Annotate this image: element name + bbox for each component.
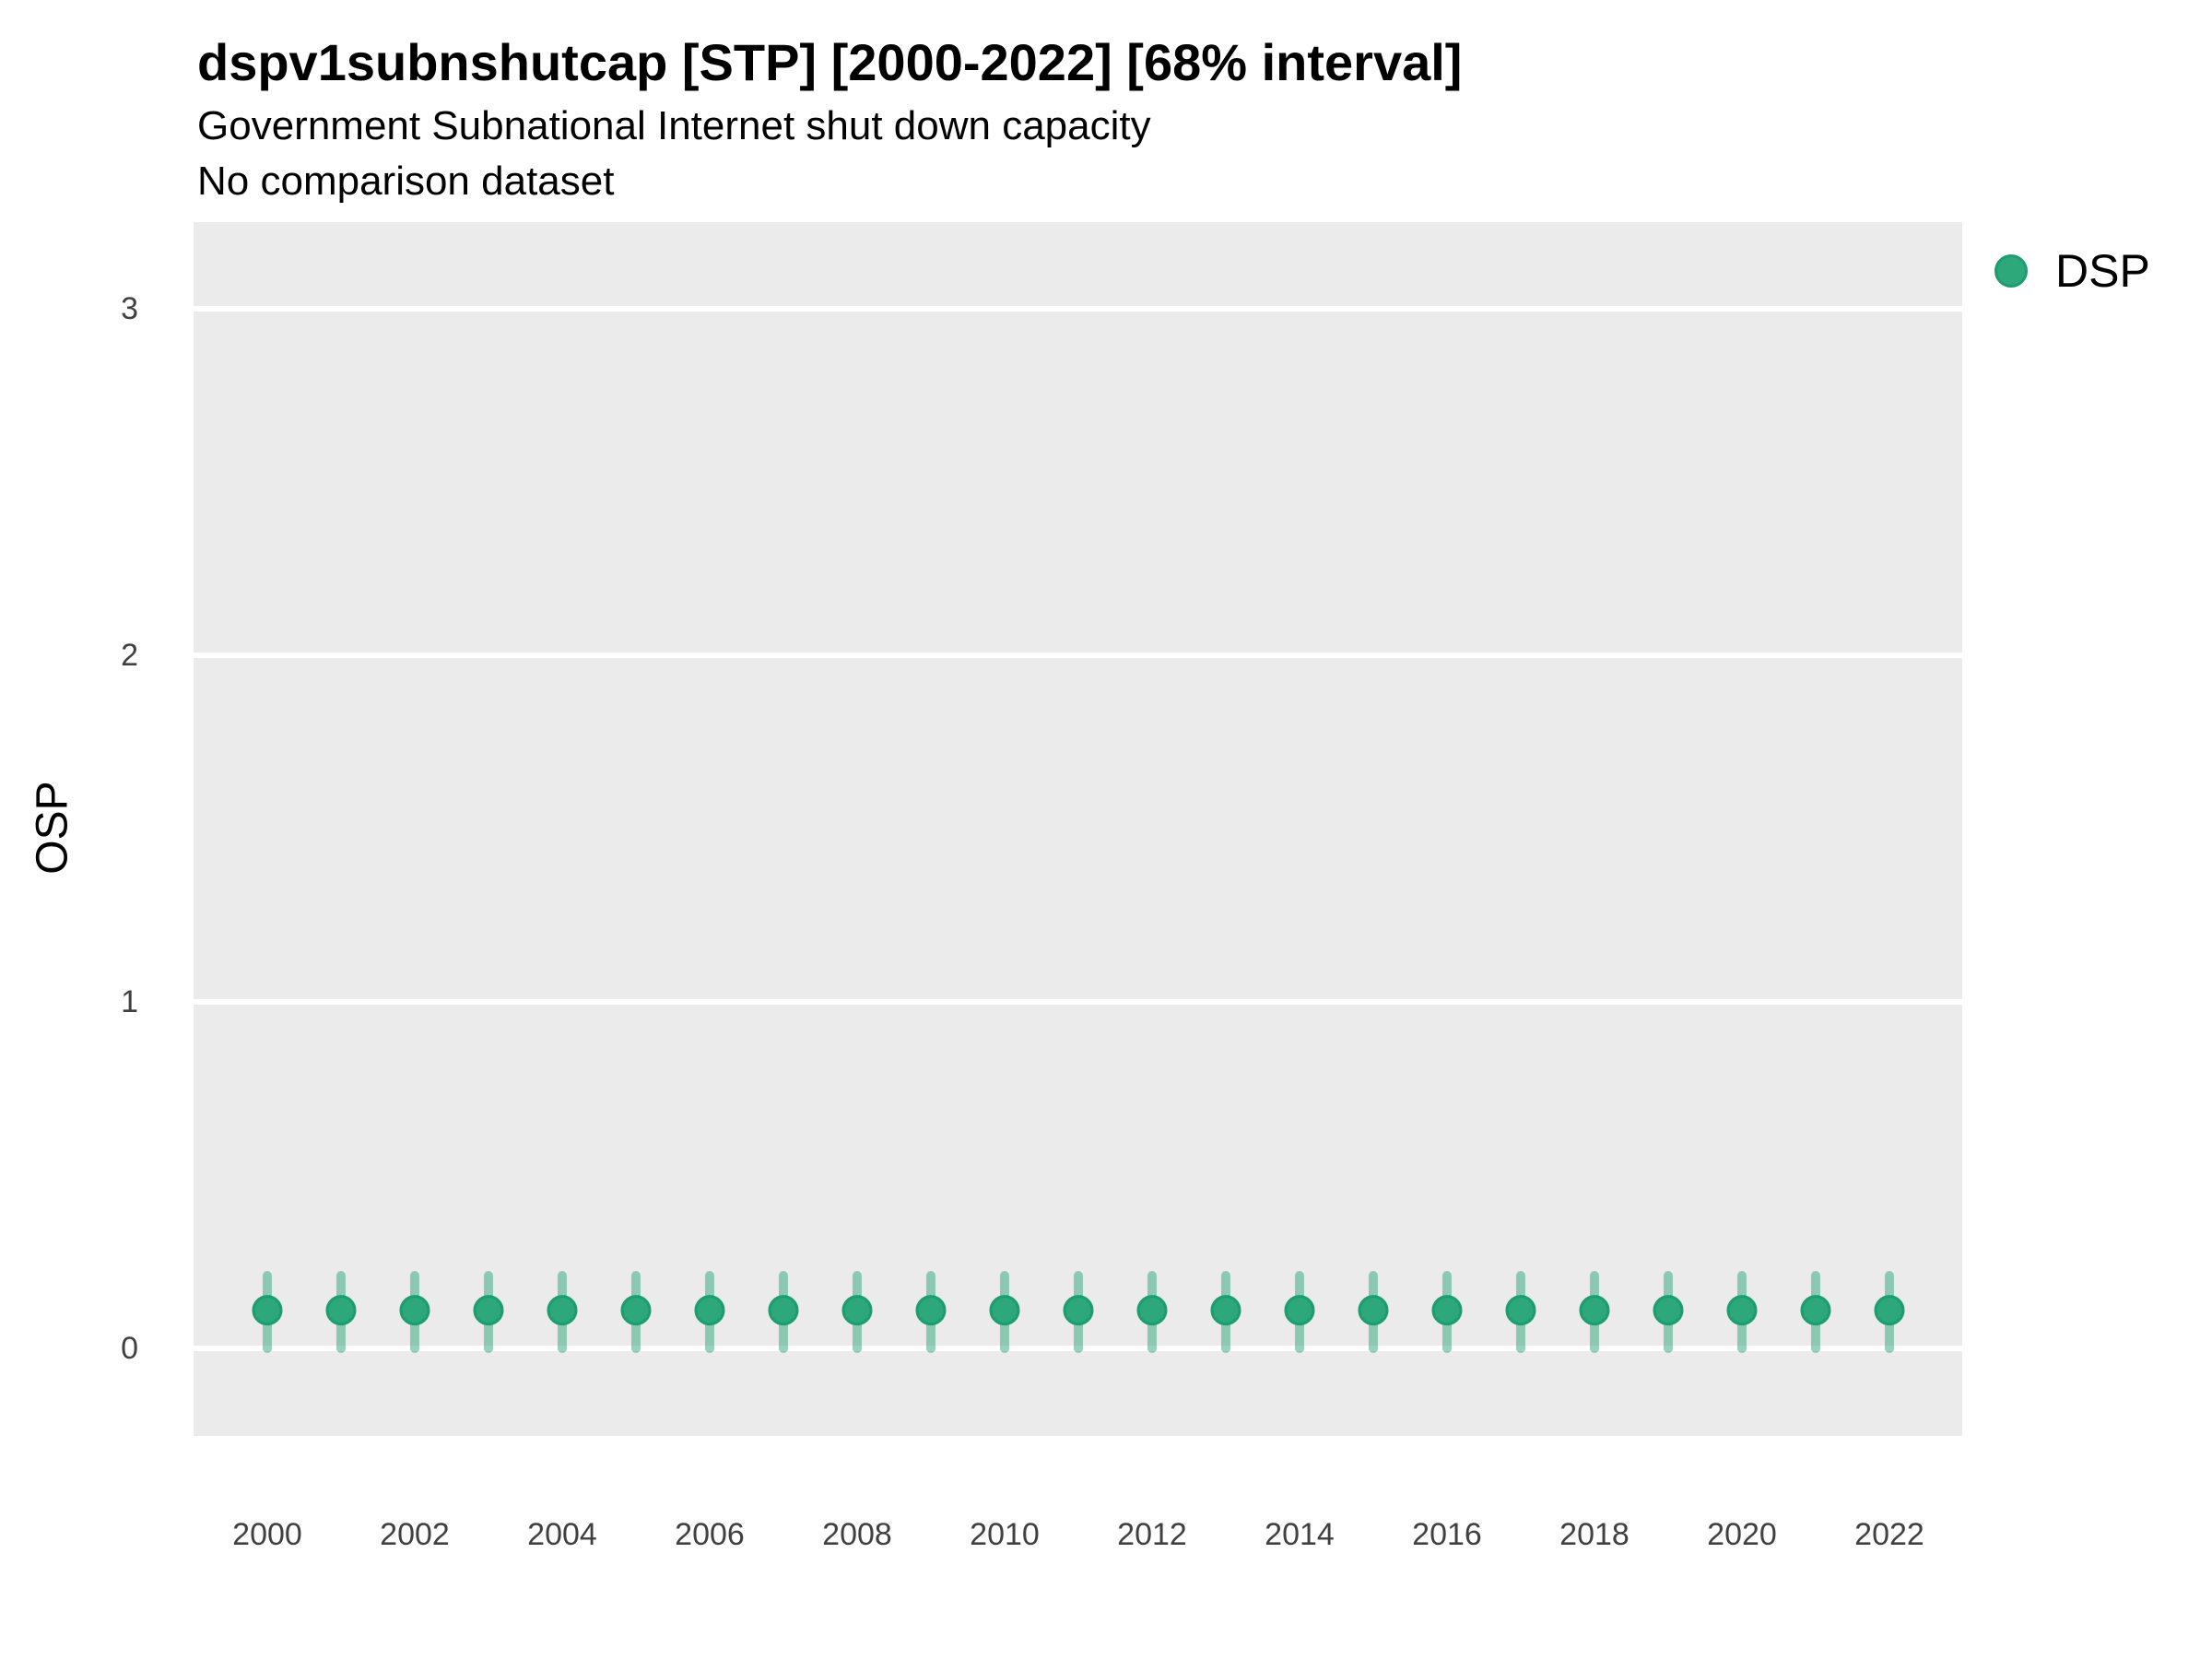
point-2007 — [768, 1295, 799, 1326]
x-tick-label-2002: 2002 — [380, 1517, 450, 1552]
point-2018 — [1579, 1295, 1610, 1326]
legend: DSP — [1994, 244, 2150, 298]
chart-note: No comparison dataset — [197, 159, 615, 204]
point-2017 — [1505, 1295, 1536, 1326]
x-tick-label-2006: 2006 — [675, 1517, 745, 1552]
x-tick-label-2000: 2000 — [232, 1517, 302, 1552]
point-2022 — [1874, 1295, 1905, 1326]
point-2019 — [1653, 1295, 1684, 1326]
point-2011 — [1063, 1295, 1094, 1326]
y-tick-label-2: 2 — [121, 638, 138, 673]
point-2016 — [1431, 1295, 1463, 1326]
x-tick-label-2008: 2008 — [822, 1517, 892, 1552]
point-2012 — [1136, 1295, 1168, 1326]
x-tick-label-2012: 2012 — [1117, 1517, 1187, 1552]
x-tick-label-2014: 2014 — [1265, 1517, 1335, 1552]
point-2005 — [620, 1295, 652, 1326]
point-2002 — [399, 1295, 430, 1326]
y-tick-label-1: 1 — [121, 984, 138, 1019]
point-2008 — [841, 1295, 873, 1326]
point-2010 — [989, 1295, 1020, 1326]
x-tick-label-2022: 2022 — [1854, 1517, 1924, 1552]
point-2021 — [1800, 1295, 1831, 1326]
legend-label: DSP — [2055, 245, 2150, 297]
point-2006 — [694, 1295, 725, 1326]
plot-canvas — [194, 306, 1962, 1353]
point-2009 — [915, 1295, 947, 1326]
y-axis-title: OSP — [28, 781, 77, 875]
point-2020 — [1726, 1295, 1758, 1326]
chart-subtitle: Government Subnational Internet shut dow… — [197, 103, 1151, 148]
point-2000 — [252, 1295, 283, 1326]
x-tick-label-2010: 2010 — [970, 1517, 1040, 1552]
point-2013 — [1210, 1295, 1241, 1326]
x-tick-label-2004: 2004 — [527, 1517, 597, 1552]
x-tick-label-2016: 2016 — [1412, 1517, 1482, 1552]
point-2014 — [1284, 1295, 1315, 1326]
point-2015 — [1358, 1295, 1389, 1326]
chart-title: dspv1subnshutcap [STP] [2000-2022] [68% … — [197, 33, 1463, 91]
point-2003 — [473, 1295, 504, 1326]
point-2001 — [325, 1295, 357, 1326]
y-tick-label-0: 0 — [121, 1331, 138, 1366]
point-2004 — [547, 1295, 578, 1326]
y-tick-label-3: 3 — [121, 291, 138, 326]
x-tick-label-2020: 2020 — [1707, 1517, 1777, 1552]
legend-point-icon — [1994, 254, 2028, 288]
plot-panel — [194, 222, 1962, 1436]
x-tick-label-2018: 2018 — [1559, 1517, 1630, 1552]
